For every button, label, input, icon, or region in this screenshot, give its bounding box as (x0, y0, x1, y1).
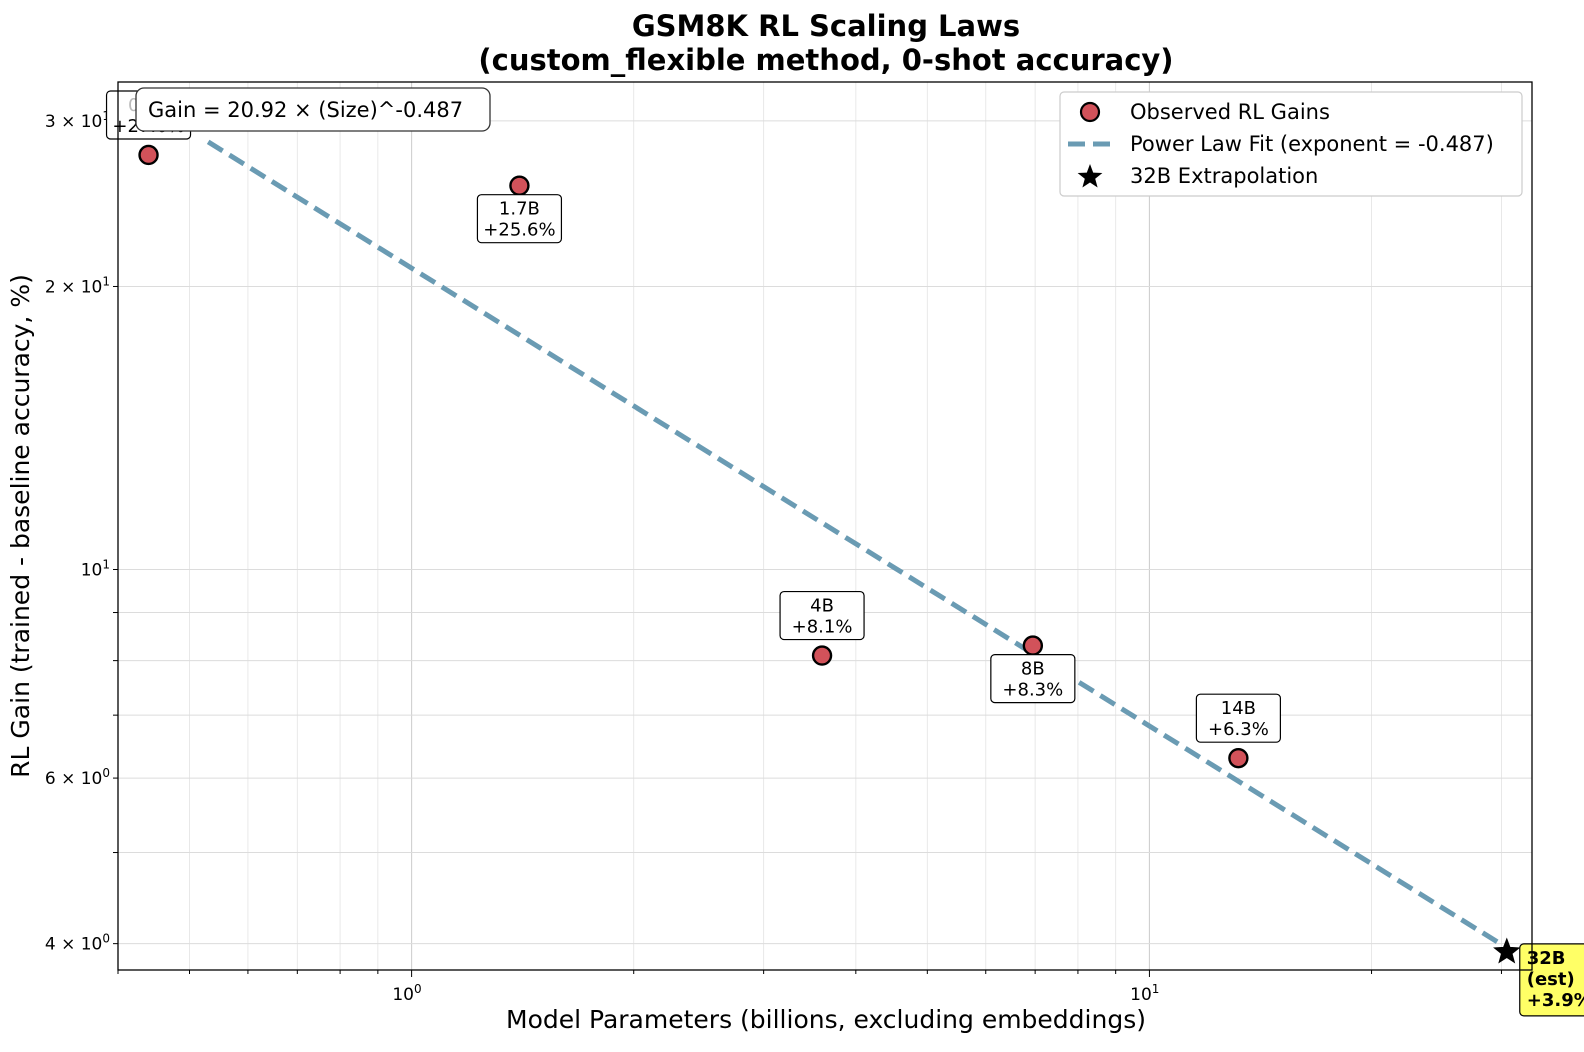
observed-points (138, 144, 1249, 769)
annotation-14b: 14B+6.3% (1195, 693, 1281, 743)
y-tick-label: 101 (81, 558, 110, 581)
annotation-4b: 4B+8.1% (779, 590, 865, 641)
annotation-value-label: +6.3% (1208, 719, 1269, 740)
legend-extrapolation-label: 32B Extrapolation (1130, 164, 1318, 188)
extrapolation-est-label: (est) (1527, 969, 1575, 990)
extrapolation-size-label: 32B (1527, 948, 1566, 969)
x-axis-label: Model Parameters (billions, excluding em… (506, 1005, 1146, 1034)
extrapolation-annotation: 32B (est) +3.9% (1519, 943, 1584, 1017)
annotation-1.7b: 1.7B+25.6% (476, 194, 563, 244)
power-law-fit-line (206, 139, 1509, 950)
annotation-box (1195, 693, 1281, 743)
observed-point-1.7b (509, 175, 530, 196)
formula-box-frame (135, 87, 491, 132)
annotation-box (990, 653, 1076, 704)
annotation-value-label: +8.1% (792, 617, 853, 638)
y-axis-label: RL Gain (trained - baseline accuracy, %) (6, 274, 35, 778)
legend-observed-label: Observed RL Gains (1130, 100, 1330, 124)
annotation-value-label: +8.3% (1002, 680, 1063, 701)
legend-observed-marker (1079, 101, 1101, 123)
y-tick-label: 4 × 100 (45, 932, 110, 955)
y-tick-label: 3 × 101 (45, 109, 110, 132)
formula-box: Gain = 20.92 × (Size)^-0.487 (135, 87, 491, 132)
formula-text: Gain = 20.92 × (Size)^-0.487 (148, 98, 463, 122)
annotation-box (779, 590, 865, 641)
observed-point-14b (1228, 747, 1249, 769)
grid-lines (117, 82, 1532, 970)
annotation-8b: 8B+8.3% (990, 653, 1076, 704)
legend-fit-label: Power Law Fit (exponent = -0.487) (1130, 132, 1494, 156)
axis-ticks: 100 101 3 × 101 2 × 101 101 6 × 100 4 × 100 (45, 109, 1502, 1005)
annotation-value-label: +25.6% (483, 220, 555, 241)
extrapolation-label-box (1519, 943, 1584, 1017)
y-tick-label: 2 × 101 (45, 274, 110, 297)
x-tick-label: 100 (392, 982, 421, 1005)
annotation-box (476, 194, 563, 244)
observed-point-8b (1022, 635, 1044, 656)
plot-frame (117, 81, 1533, 971)
observed-point-0.6b (138, 144, 159, 166)
annotation-size-label: 4B (810, 596, 834, 617)
legend-frame (1059, 91, 1523, 197)
observed-point-4b (811, 645, 833, 666)
legend: Observed RL Gains Power Law Fit (exponen… (1059, 91, 1523, 197)
x-tick-label: 101 (1130, 982, 1159, 1005)
extrapolation-value-label: +3.9% (1527, 990, 1584, 1011)
extrapolation-star-marker (1493, 937, 1521, 964)
annotation-size-label: 8B (1021, 659, 1045, 680)
annotation-size-label: 1.7B (499, 199, 540, 220)
chart-subtitle: (custom_flexible method, 0-shot accuracy… (478, 43, 1173, 77)
legend-star-marker (1077, 164, 1103, 188)
annotation-size-label: 14B (1221, 698, 1256, 719)
y-tick-label: 6 × 100 (45, 766, 110, 789)
chart-title: GSM8K RL Scaling Laws (632, 9, 1020, 43)
